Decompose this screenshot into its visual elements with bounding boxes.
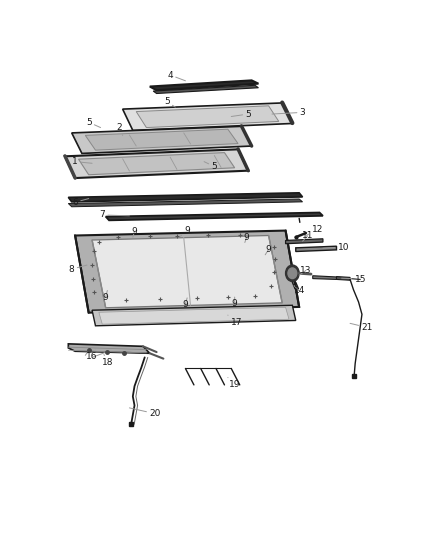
Text: 9: 9 [265,245,272,255]
Polygon shape [68,193,303,202]
Text: 8: 8 [69,265,87,273]
Text: 19: 19 [228,377,240,390]
Text: 7: 7 [99,211,130,220]
Polygon shape [136,106,279,127]
Text: 9: 9 [132,227,138,237]
Text: 10: 10 [323,243,349,252]
Text: 4: 4 [167,70,185,81]
Polygon shape [72,126,251,154]
Polygon shape [78,152,235,175]
Text: 5: 5 [164,97,175,107]
Text: 9: 9 [232,297,237,308]
Text: 16: 16 [86,349,98,361]
Text: 20: 20 [130,408,161,418]
Polygon shape [92,305,296,326]
Polygon shape [68,199,303,207]
Polygon shape [85,129,238,150]
Text: 6: 6 [72,198,88,207]
Text: 11: 11 [302,231,314,241]
Polygon shape [123,103,293,131]
Text: 5: 5 [86,118,101,127]
Polygon shape [153,85,258,93]
Text: 5: 5 [204,161,217,171]
Text: 14: 14 [293,286,305,295]
Circle shape [288,268,297,279]
Polygon shape [296,246,336,252]
Text: 3: 3 [272,108,305,117]
Polygon shape [286,239,323,244]
Polygon shape [336,277,350,280]
Text: 1: 1 [72,157,92,166]
Polygon shape [313,276,336,279]
Polygon shape [65,149,248,178]
Text: 21: 21 [350,323,373,332]
Polygon shape [75,231,299,313]
Circle shape [286,265,299,281]
Polygon shape [92,236,282,308]
Polygon shape [150,80,258,90]
Text: 9: 9 [183,298,188,309]
Polygon shape [106,213,323,220]
Polygon shape [68,344,150,353]
Text: 5: 5 [231,109,251,118]
Text: 15: 15 [342,274,366,284]
Text: 2: 2 [117,123,123,135]
Text: 9: 9 [244,232,249,243]
Text: 9: 9 [103,290,109,302]
Text: 9: 9 [180,227,190,236]
Text: 12: 12 [306,225,324,236]
Text: 17: 17 [228,315,242,327]
Text: 13: 13 [299,266,312,276]
Polygon shape [99,308,289,324]
Text: 18: 18 [102,354,113,367]
